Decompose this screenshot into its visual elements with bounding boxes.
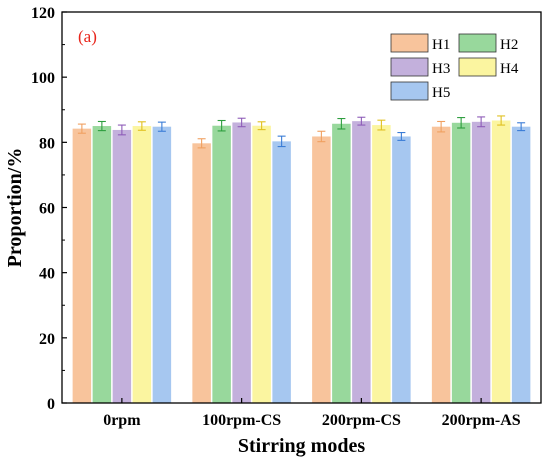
error-bar xyxy=(137,121,146,131)
bar-h2 xyxy=(212,125,231,404)
legend-item-h2: H2 xyxy=(458,33,518,53)
error-bar xyxy=(217,119,226,132)
y-axis-title: Proportion/% xyxy=(4,148,26,268)
legend-swatch xyxy=(390,33,429,53)
y-tick-label: 20 xyxy=(39,331,55,348)
error-bar xyxy=(337,117,346,130)
legend-label: H5 xyxy=(432,85,450,101)
bar-h1 xyxy=(431,126,451,404)
legend-swatch xyxy=(390,57,429,77)
error-bar xyxy=(497,115,506,126)
y-tick-label: 80 xyxy=(39,135,55,152)
legend-label: H2 xyxy=(500,37,518,53)
error-bar xyxy=(197,138,206,149)
y-tick-label: 40 xyxy=(39,266,55,283)
x-tick-label: 0rpm xyxy=(103,412,141,429)
y-tick-label: 60 xyxy=(39,201,55,218)
error-bar xyxy=(77,123,86,134)
x-tick-label: 200rpm-CS xyxy=(322,412,401,429)
bars-layer xyxy=(72,115,531,404)
legend-swatch xyxy=(458,33,497,53)
x-axis-title: Stirring modes xyxy=(238,435,365,457)
panel-label: (a) xyxy=(78,27,97,46)
error-bar xyxy=(477,116,486,128)
bar-h3 xyxy=(232,122,251,404)
legend-swatch xyxy=(458,57,497,77)
bar-h2 xyxy=(451,122,471,404)
bar-h4 xyxy=(132,126,152,404)
error-bar xyxy=(517,122,526,132)
y-tick-label: 100 xyxy=(31,70,55,87)
legend-label: H1 xyxy=(432,37,450,53)
error-bar xyxy=(97,120,106,132)
y-tick-label: 120 xyxy=(31,5,55,22)
error-bar xyxy=(397,132,406,141)
error-bar xyxy=(317,130,326,143)
error-bar xyxy=(157,121,166,132)
bar-h2 xyxy=(92,126,112,404)
legend-item-h1: H1 xyxy=(390,33,450,53)
bar-h1 xyxy=(72,128,92,404)
error-bar xyxy=(457,117,466,129)
legend-label: H3 xyxy=(432,61,450,77)
legend-item-h3: H3 xyxy=(390,57,450,77)
error-bar xyxy=(237,117,246,128)
bar-h3 xyxy=(352,121,371,403)
bar-h1 xyxy=(312,136,331,404)
error-bar xyxy=(257,121,266,131)
bar-h3 xyxy=(112,129,132,403)
error-bar xyxy=(117,124,126,136)
legend-item-h5: H5 xyxy=(390,81,450,101)
legend-label: H4 xyxy=(500,61,519,77)
x-tick-label: 200rpm-AS xyxy=(442,412,521,429)
bar-h4 xyxy=(252,125,271,404)
bar-h1 xyxy=(192,143,211,403)
bar-h2 xyxy=(332,123,351,403)
bar-h5 xyxy=(152,126,172,404)
legend: H1 H2 H3 H4 H5 xyxy=(390,33,519,101)
error-bar xyxy=(377,119,386,131)
bar-h5 xyxy=(272,141,291,403)
y-tick-label: 0 xyxy=(47,396,55,413)
bar-h4 xyxy=(491,120,511,403)
legend-item-h4: H4 xyxy=(458,57,519,77)
bar-h5 xyxy=(392,136,411,404)
bar-h3 xyxy=(471,121,491,403)
x-tick-label: 100rpm-CS xyxy=(202,412,281,429)
legend-swatch xyxy=(390,81,429,101)
error-bar xyxy=(277,135,286,148)
bar-h4 xyxy=(372,125,391,404)
bar-h5 xyxy=(511,126,531,404)
error-bar xyxy=(357,116,366,126)
error-bar xyxy=(437,120,446,133)
axes-layer: 0 20 40 60 80 100 120 0rpm 100rpm-CS 200rpm-CS 200… xyxy=(31,5,521,429)
